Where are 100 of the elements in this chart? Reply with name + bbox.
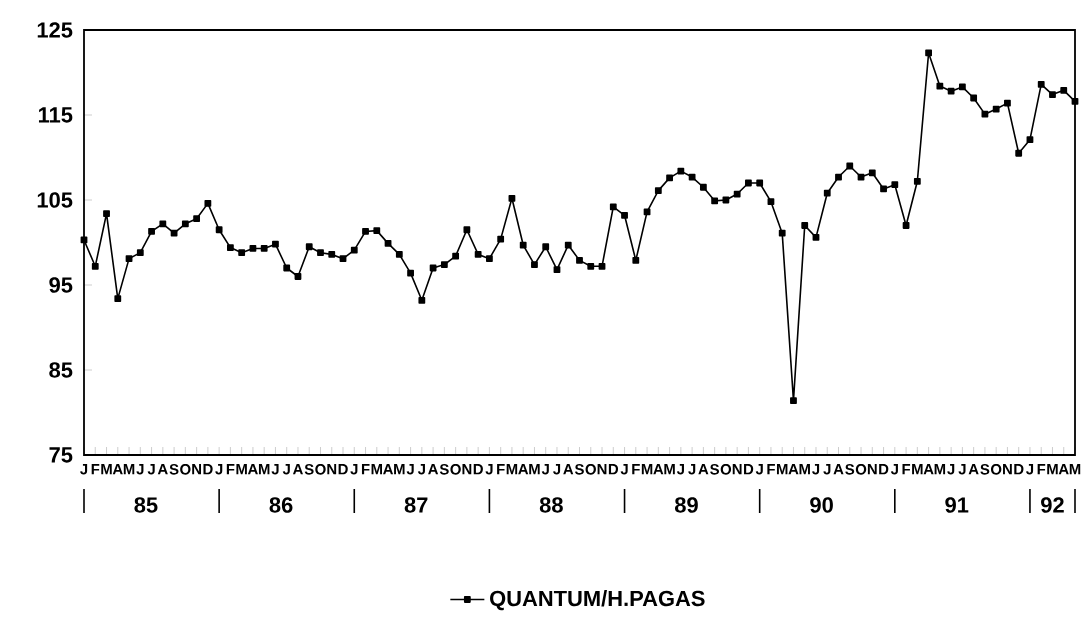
text: 86 — [269, 497, 293, 513]
x-tick-label: M — [776, 464, 788, 475]
x-tick-label: S — [304, 464, 314, 475]
x-tick-label: M — [912, 464, 923, 475]
y-tick-label: 125 — [37, 22, 73, 38]
x-tick-label: J — [1026, 464, 1034, 475]
x-tick-label: O — [855, 464, 867, 475]
text: 92 — [1041, 497, 1064, 513]
x-tick-label: N — [462, 464, 472, 475]
x-tick-label: J — [823, 464, 831, 475]
x-tick-label: J — [553, 464, 561, 475]
x-tick-label: F — [1037, 464, 1046, 475]
x-tick-label: F — [91, 464, 100, 475]
x-tick-label: A — [383, 464, 394, 475]
x-tick-label: D — [1014, 464, 1024, 475]
x-tick-label: A — [653, 464, 664, 475]
x-tick-label: D — [879, 464, 889, 475]
x-tick-label: M — [394, 464, 405, 475]
x-tick-label: A — [292, 464, 303, 475]
x-tick-label: F — [226, 464, 235, 475]
x-tick-label: J — [676, 464, 684, 475]
x-tick-label: A — [698, 464, 709, 475]
x-tick-label: J — [958, 464, 966, 475]
y-tick-label: 105 — [37, 192, 73, 208]
x-tick-label: S — [574, 464, 584, 475]
x-tick-label: M — [529, 464, 540, 475]
x-tick-label: O — [180, 464, 191, 475]
x-tick-label: M — [506, 464, 518, 475]
x-tick-label: D — [203, 464, 213, 475]
x-tick-label: D — [473, 464, 483, 475]
x-tick-label: S — [980, 464, 990, 475]
x-tick-label: O — [720, 464, 732, 475]
x-tick-label: N — [327, 464, 337, 475]
x-tick-label: A — [968, 464, 979, 475]
x-tick-label: N — [867, 464, 877, 475]
x-tick-label: M — [371, 464, 383, 475]
text: 85 — [134, 497, 158, 513]
x-tick-label: F — [632, 464, 640, 475]
x-tick-label: J — [417, 464, 425, 475]
x-tick-label: N — [192, 464, 201, 475]
x-tick-label: J — [947, 464, 955, 475]
text: 90 — [810, 497, 833, 513]
x-tick-label: M — [101, 464, 112, 475]
x-tick-label: F — [361, 464, 370, 475]
x-tick-label: N — [597, 464, 607, 475]
x-tick-label: J — [215, 464, 223, 475]
x-tick-label: F — [767, 464, 775, 475]
text: 88 — [539, 497, 563, 513]
x-tick-label: J — [890, 464, 898, 475]
x-tick-label: N — [732, 464, 742, 475]
x-tick-label: S — [169, 464, 179, 475]
x-tick-label: J — [755, 464, 763, 475]
x-tick-label: S — [439, 464, 449, 475]
x-tick-label: J — [136, 464, 144, 475]
x-tick-label: J — [485, 464, 493, 475]
x-tick-label: J — [271, 464, 279, 475]
x-tick-label: J — [80, 464, 88, 475]
x-tick-label: M — [934, 464, 946, 475]
x-tick-label: A — [518, 464, 529, 475]
x-tick-label: A — [923, 464, 934, 475]
x-tick-label: F — [902, 464, 911, 475]
x-tick-label: M — [664, 464, 675, 475]
legend-label: QUANTUM/H.PAGAS — [490, 590, 705, 611]
x-tick-label: J — [147, 464, 155, 475]
x-tick-label: A — [833, 464, 844, 475]
x-tick-label: A — [428, 464, 439, 475]
text: 87 — [404, 497, 428, 513]
x-tick-label: J — [688, 464, 696, 475]
x-tick-label: O — [450, 464, 461, 475]
x-tick-label: M — [236, 464, 247, 475]
x-tick-label: J — [282, 464, 290, 475]
y-tick-label: 85 — [49, 362, 73, 378]
x-tick-label: O — [315, 464, 326, 475]
text: 89 — [674, 497, 698, 513]
text: 91 — [945, 497, 969, 513]
x-tick-label: J — [541, 464, 549, 475]
x-tick-label: F — [497, 464, 505, 475]
x-tick-label: M — [258, 464, 270, 475]
x-tick-label: J — [812, 464, 820, 475]
y-tick-label: 95 — [49, 277, 73, 293]
x-tick-label: D — [608, 464, 619, 475]
x-tick-label: A — [1058, 464, 1069, 475]
x-tick-label: A — [788, 464, 799, 475]
x-tick-label: D — [338, 464, 348, 475]
x-tick-label: D — [744, 464, 754, 475]
x-tick-label: M — [1047, 464, 1058, 475]
x-tick-label: M — [1069, 464, 1081, 475]
x-tick-label: N — [1003, 464, 1012, 475]
x-tick-label: J — [620, 464, 628, 475]
x-tick-label: O — [585, 464, 596, 475]
x-tick-label: A — [563, 464, 574, 475]
x-tick-label: J — [406, 464, 414, 475]
x-tick-label: A — [112, 464, 123, 475]
x-tick-label: S — [845, 464, 855, 475]
y-tick-label: 115 — [38, 107, 73, 123]
y-tick-label: 75 — [49, 447, 73, 463]
x-tick-label: A — [157, 464, 168, 475]
x-tick-label: O — [990, 464, 1002, 475]
x-tick-label: A — [247, 464, 258, 475]
x-tick-label: M — [641, 464, 653, 475]
